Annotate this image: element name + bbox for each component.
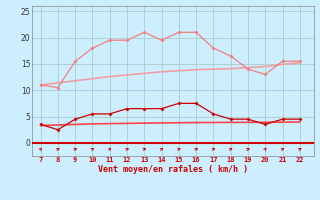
X-axis label: Vent moyen/en rafales ( km/h ): Vent moyen/en rafales ( km/h ) <box>98 165 248 174</box>
